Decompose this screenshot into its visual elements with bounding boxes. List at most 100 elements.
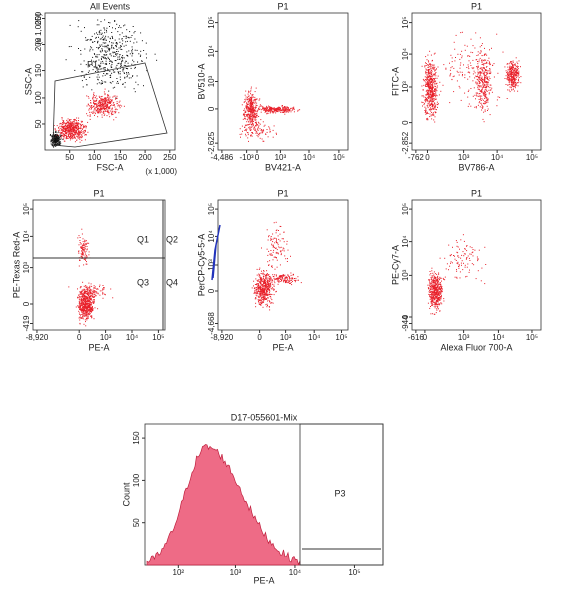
event-dot [56, 137, 57, 138]
event-dot [433, 109, 434, 110]
event-dot [487, 60, 488, 61]
event-dot [434, 100, 435, 101]
event-dot [511, 81, 512, 82]
event-dot [274, 286, 275, 287]
event-dot [86, 79, 87, 80]
event-dot [261, 109, 262, 110]
event-dot [121, 39, 122, 40]
event-dot [443, 85, 444, 86]
event-dot [259, 300, 260, 301]
event-dot [106, 54, 107, 55]
event-dot [66, 120, 67, 121]
event-dot [429, 116, 430, 117]
event-dot [120, 79, 121, 80]
event-dot [245, 91, 246, 92]
event-dot [260, 292, 261, 293]
event-dot [100, 112, 101, 113]
event-dot [248, 141, 249, 142]
event-dot [274, 111, 275, 112]
event-dot [490, 73, 491, 74]
event-dot [425, 62, 426, 63]
event-dot [479, 60, 480, 61]
event-dot [478, 69, 479, 70]
event-dot [94, 318, 95, 319]
event-dot [75, 119, 76, 120]
event-dot [90, 297, 91, 298]
event-dot [117, 96, 118, 97]
event-dot [107, 51, 108, 52]
event-dot [84, 292, 85, 293]
event-dot [85, 302, 86, 303]
event-dot [80, 307, 81, 308]
event-dot [104, 58, 105, 59]
event-dot [64, 137, 65, 138]
event-dot [78, 138, 79, 139]
event-dot [132, 53, 133, 54]
event-dot [84, 247, 85, 248]
event-dot [260, 278, 261, 279]
event-dot [511, 72, 512, 73]
event-dot [100, 46, 101, 47]
event-dot [260, 302, 261, 303]
event-dot [55, 146, 56, 147]
event-dot [497, 99, 498, 100]
quadrant-label: Q1 [137, 234, 149, 244]
event-dot [97, 116, 98, 117]
event-dot [437, 95, 438, 96]
event-dot [427, 90, 428, 91]
event-dot [433, 112, 434, 113]
event-dot [101, 62, 102, 63]
event-dot [247, 106, 248, 107]
event-dot [294, 111, 295, 112]
event-dot [265, 297, 266, 298]
event-dot [467, 97, 468, 98]
event-dot [514, 73, 515, 74]
event-dot [492, 65, 493, 66]
event-dot [251, 104, 252, 105]
event-dot [82, 294, 83, 295]
event-dot [71, 136, 72, 137]
event-dot [484, 72, 485, 73]
event-dot [92, 307, 93, 308]
event-dot [96, 291, 97, 292]
event-dot [73, 130, 74, 131]
event-dot [109, 50, 110, 51]
event-dot [89, 286, 90, 287]
event-dot [513, 61, 514, 62]
event-dot [251, 129, 252, 130]
event-dot [82, 296, 83, 297]
event-dot [246, 99, 247, 100]
event-dot [80, 242, 81, 243]
event-dot [511, 63, 512, 64]
event-dot [289, 283, 290, 284]
event-dot [433, 69, 434, 70]
event-dot [124, 78, 125, 79]
event-dot [263, 141, 264, 142]
event-dot [468, 68, 469, 69]
event-dot [108, 113, 109, 114]
event-dot [109, 71, 110, 72]
event-dot [431, 88, 432, 89]
event-dot [106, 58, 107, 59]
event-dot [425, 56, 426, 57]
event-dot [108, 58, 109, 59]
event-dot [243, 114, 244, 115]
event-dot [260, 283, 261, 284]
event-dot [507, 73, 508, 74]
event-dot [250, 122, 251, 123]
event-dot [126, 72, 127, 73]
event-dot [288, 281, 289, 282]
event-dot [443, 64, 444, 65]
event-dot [425, 114, 426, 115]
event-dot [298, 280, 299, 281]
event-dot [430, 63, 431, 64]
event-dot [469, 76, 470, 77]
event-dot [263, 276, 264, 277]
event-dot [269, 110, 270, 111]
event-dot [245, 129, 246, 130]
event-dot [246, 135, 247, 136]
event-dot [506, 84, 507, 85]
event-dot [84, 259, 85, 260]
event-dot [284, 280, 285, 281]
event-dot [101, 105, 102, 106]
